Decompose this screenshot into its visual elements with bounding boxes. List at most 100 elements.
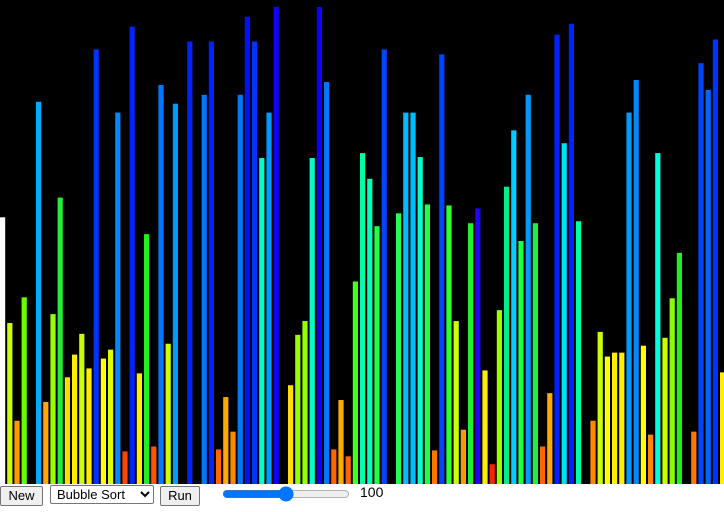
new-button[interactable]: New — [0, 486, 43, 506]
bar — [208, 41, 214, 484]
bar — [482, 370, 488, 484]
bar — [640, 345, 646, 484]
bar — [316, 6, 322, 484]
bar — [0, 217, 6, 484]
bar — [14, 420, 20, 484]
bar — [612, 352, 618, 484]
bar — [201, 94, 207, 484]
bar — [151, 446, 157, 484]
bar — [367, 178, 373, 484]
bar — [338, 400, 344, 484]
bar — [511, 130, 517, 484]
bar — [345, 456, 351, 484]
run-button[interactable]: Run — [160, 486, 200, 506]
bar — [561, 143, 567, 484]
bar-visualizer — [0, 0, 724, 484]
bar — [633, 80, 639, 484]
bar — [50, 314, 56, 484]
bar — [266, 112, 272, 484]
bar — [417, 157, 423, 484]
bar — [129, 26, 135, 484]
bar — [172, 103, 178, 484]
bar — [360, 153, 366, 484]
bar — [547, 393, 553, 484]
bar — [705, 89, 711, 484]
bar — [554, 34, 560, 484]
bar — [453, 321, 459, 484]
bars-canvas — [0, 6, 724, 484]
bar — [396, 213, 402, 484]
bar — [324, 81, 330, 484]
bar — [36, 101, 42, 484]
bar — [273, 6, 279, 484]
bar — [158, 84, 164, 484]
bar — [165, 343, 171, 484]
bar — [295, 334, 301, 484]
bar — [216, 449, 222, 484]
bar — [576, 221, 582, 484]
bar — [259, 158, 265, 484]
bar — [475, 208, 481, 484]
bar — [676, 252, 682, 484]
bar — [244, 16, 250, 484]
bar — [100, 358, 106, 484]
bar — [223, 397, 229, 484]
bar — [518, 241, 524, 484]
bar — [446, 205, 452, 484]
bar — [57, 197, 63, 484]
bar — [604, 356, 610, 484]
bar — [568, 23, 574, 484]
bar — [403, 112, 409, 484]
bar — [64, 377, 70, 484]
bar — [468, 223, 474, 484]
bar — [352, 281, 358, 484]
bar — [43, 402, 49, 484]
bar — [712, 39, 718, 484]
bar — [410, 112, 416, 484]
bar — [504, 186, 510, 484]
bar — [691, 431, 697, 484]
bar — [669, 298, 675, 484]
bar — [460, 429, 466, 484]
bar — [532, 223, 538, 484]
bar — [698, 63, 704, 484]
control-bar: New Bubble Sort Run 100 — [0, 484, 724, 512]
bar — [302, 321, 308, 484]
algorithm-select[interactable]: Bubble Sort — [50, 485, 154, 504]
bar — [381, 49, 387, 484]
bar — [720, 372, 724, 484]
speed-slider[interactable] — [222, 486, 350, 502]
bar — [136, 373, 142, 484]
bar — [432, 450, 438, 484]
bar — [662, 337, 668, 484]
bar — [288, 385, 294, 484]
bar — [93, 49, 99, 484]
bar — [230, 431, 236, 484]
bar — [144, 234, 150, 484]
bar — [439, 54, 445, 484]
bar — [655, 153, 661, 484]
bar — [115, 112, 121, 484]
bar — [79, 333, 85, 484]
bar — [525, 94, 531, 484]
bar — [626, 112, 632, 484]
speed-value-label: 100 — [360, 484, 384, 500]
bar — [252, 41, 258, 484]
bar — [21, 297, 27, 484]
bar — [424, 204, 430, 484]
bar — [108, 349, 114, 484]
bar — [122, 451, 128, 484]
bar — [648, 434, 654, 484]
bar — [72, 354, 78, 484]
bar — [489, 464, 495, 484]
bar — [331, 449, 337, 484]
bar — [309, 158, 315, 484]
bar — [374, 226, 380, 484]
bar — [597, 331, 603, 484]
bar — [496, 310, 502, 484]
bar — [86, 368, 92, 484]
bar — [540, 446, 546, 484]
bar — [619, 352, 625, 484]
bar — [187, 41, 193, 484]
bar — [237, 94, 243, 484]
